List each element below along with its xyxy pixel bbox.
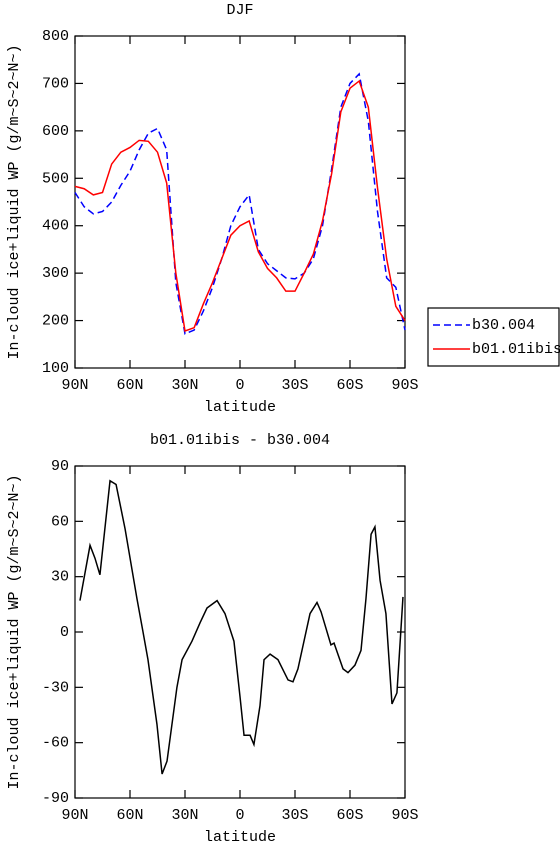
x-tick-label: 60S <box>336 377 363 394</box>
x-tick-label: 90S <box>391 807 418 824</box>
y-tick-label: 800 <box>42 28 69 45</box>
y-tick-label: 100 <box>42 360 69 377</box>
x-tick-label: 0 <box>235 377 244 394</box>
y-tick-label: 90 <box>51 458 69 475</box>
legend-label: b01.01ibis <box>472 341 560 358</box>
y-tick-label: 500 <box>42 170 69 187</box>
y-tick-label: 60 <box>51 513 69 530</box>
x-tick-label: 60N <box>116 377 143 394</box>
x-axis-label: latitude <box>204 829 276 846</box>
y-tick-label: 200 <box>42 313 69 330</box>
x-tick-label: 30S <box>281 807 308 824</box>
plot-frame <box>74 465 406 799</box>
y-tick-label: -90 <box>42 790 69 807</box>
x-tick-label: 90N <box>61 807 88 824</box>
series-line <box>74 79 406 333</box>
chart-title: DJF <box>226 2 253 19</box>
x-tick-label: 0 <box>235 807 244 824</box>
series-line <box>74 72 406 335</box>
x-tick-label: 30N <box>171 377 198 394</box>
plot-frame <box>74 35 406 369</box>
y-tick-label: 30 <box>51 569 69 586</box>
x-tick-label: 60S <box>336 807 363 824</box>
legend-label: b30.004 <box>472 317 535 334</box>
x-tick-label: 60N <box>116 807 143 824</box>
y-tick-label: 700 <box>42 75 69 92</box>
y-tick-label: 600 <box>42 123 69 140</box>
x-tick-label: 90N <box>61 377 88 394</box>
legend-box <box>427 307 560 367</box>
chart-title: b01.01ibis - b30.004 <box>150 432 330 449</box>
y-tick-label: -60 <box>42 735 69 752</box>
x-tick-label: 30N <box>171 807 198 824</box>
y-axis-label: In-cloud ice+liquid WP (g/m~S~2~N~) <box>6 474 23 789</box>
series-line <box>79 479 404 775</box>
x-tick-label: 90S <box>391 377 418 394</box>
y-tick-label: 300 <box>42 265 69 282</box>
x-tick-label: 30S <box>281 377 308 394</box>
x-axis-label: latitude <box>204 399 276 416</box>
y-axis-label: In-cloud ice+liquid WP (g/m~S~2~N~) <box>6 44 23 359</box>
y-tick-label: 400 <box>42 218 69 235</box>
y-tick-label: -30 <box>42 679 69 696</box>
y-tick-label: 0 <box>60 624 69 641</box>
